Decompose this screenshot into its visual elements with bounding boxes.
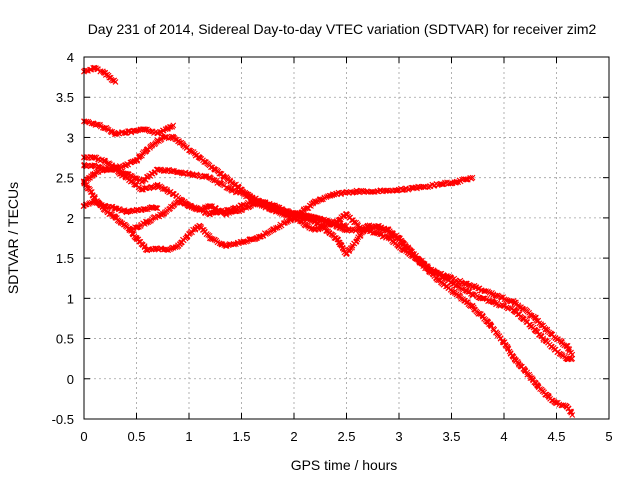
y-tick-label: -0.5: [52, 412, 74, 427]
y-tick-label: 2.5: [56, 171, 74, 186]
x-tick-label: 4.5: [547, 429, 565, 444]
x-tick-label: 1: [185, 429, 192, 444]
x-tick-label: 5: [605, 429, 612, 444]
y-tick-label: 1.5: [56, 251, 74, 266]
y-tick-label: 0.5: [56, 332, 74, 347]
x-tick-label: 2.5: [337, 429, 355, 444]
series-sat-g: [80, 174, 476, 254]
series-sat-h: [127, 198, 350, 233]
y-tick-label: 3: [67, 130, 74, 145]
x-tick-labels: 0 0.5 1 1.5 2 2.5 3 3.5 4 4.5 5: [80, 429, 612, 444]
x-tick-label: 3: [395, 429, 402, 444]
y-tick-labels: -0.5 0 0.5 1 1.5 2 2.5 3 3.5 4: [52, 50, 74, 427]
y-tick-label: 0: [67, 372, 74, 387]
chart-title: Day 231 of 2014, Sidereal Day-to-day VTE…: [88, 21, 597, 37]
plot-frame: [83, 56, 610, 420]
x-tick-label: 4: [500, 429, 507, 444]
x-tick-label: 0: [80, 429, 87, 444]
y-tick-label: 4: [67, 50, 74, 65]
series-markers-sat-h: [127, 198, 348, 233]
y-axis-label: SDTVAR / TECUs: [5, 182, 21, 294]
y-tick-label: 3.5: [56, 90, 74, 105]
y-tick-label: 1: [67, 291, 74, 306]
series-sat-f: [80, 198, 161, 216]
x-tick-label: 1.5: [232, 429, 250, 444]
series-sat-a: [81, 64, 119, 85]
series-sat-b: [81, 118, 177, 138]
x-tick-label: 0.5: [127, 429, 145, 444]
x-tick-label: 2: [290, 429, 297, 444]
x-tick-label: 3.5: [442, 429, 460, 444]
y-tick-label: 2: [67, 211, 74, 226]
x-axis-label: GPS time / hours: [291, 457, 398, 473]
